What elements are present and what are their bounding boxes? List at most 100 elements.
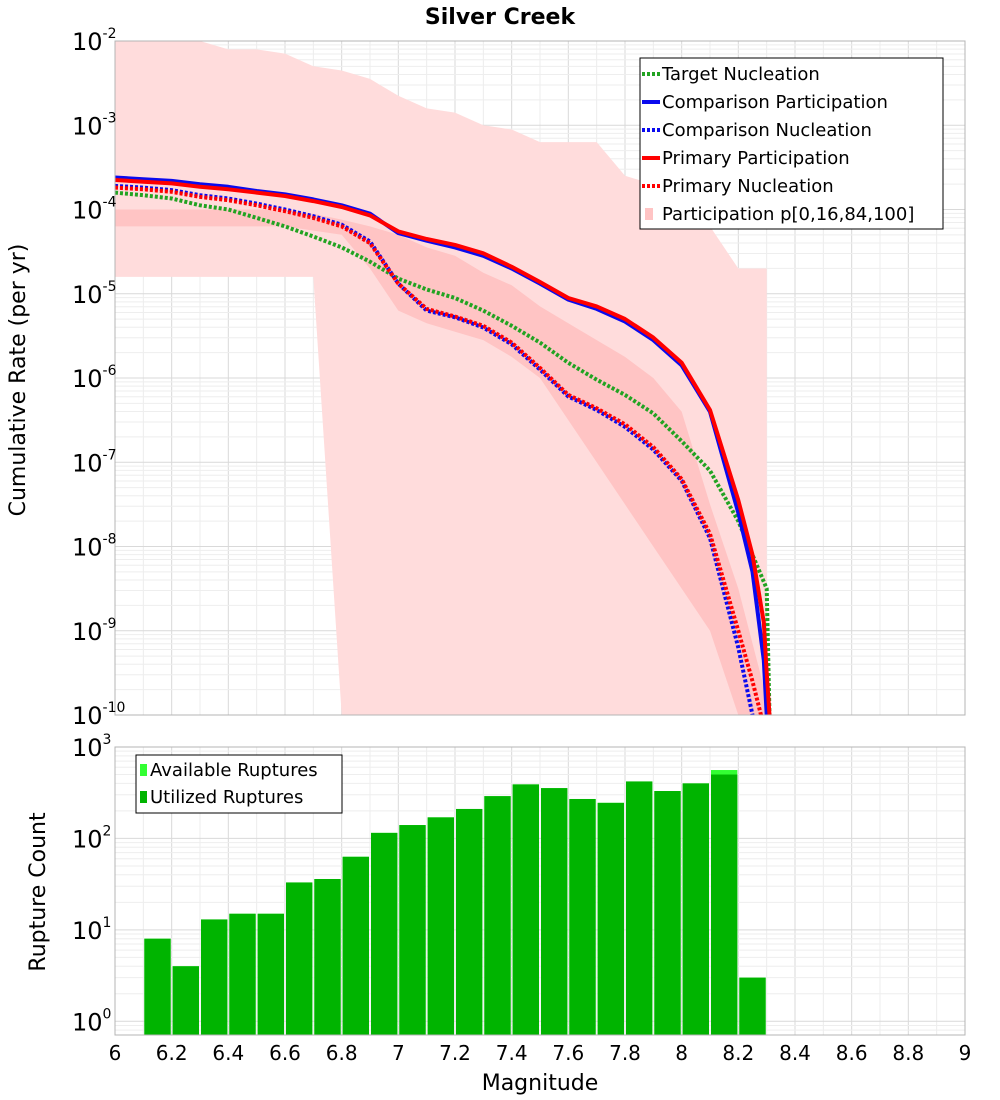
bar-utilized xyxy=(682,783,709,1035)
legend-swatch-bar xyxy=(140,791,147,803)
bar-utilized xyxy=(342,856,369,1035)
legend-swatch-band xyxy=(645,208,653,220)
legend-entry-label: Primary Participation xyxy=(662,148,850,169)
x-tick-label: 6.4 xyxy=(212,1041,244,1065)
bar-utilized xyxy=(569,798,596,1035)
cumulative-rate-plot: 10-210-310-410-510-610-710-810-910-10Tar… xyxy=(72,26,966,730)
bar-utilized xyxy=(626,781,653,1035)
participation-band-inner xyxy=(115,209,767,715)
bar-utilized xyxy=(172,966,199,1035)
y-tick-base: 10 xyxy=(72,449,103,477)
bar-utilized xyxy=(541,788,568,1035)
x-tick-label: 8.2 xyxy=(722,1041,754,1065)
bar-utilized xyxy=(229,913,256,1035)
y-tick-base: 10 xyxy=(72,197,103,225)
chart-title: Silver Creek xyxy=(425,5,577,30)
top-y-ticks: 10-210-310-410-510-610-710-810-910-10 xyxy=(72,26,125,730)
top-y-tick-label: 10-5 xyxy=(72,279,117,309)
x-tick-label: 7.8 xyxy=(609,1041,641,1065)
x-tick-label: 7.4 xyxy=(496,1041,528,1065)
legend-swatch-bar xyxy=(140,764,147,776)
y-tick-exponent: 2 xyxy=(103,823,112,839)
y-tick-exponent: -10 xyxy=(103,700,126,716)
bar-utilized xyxy=(257,913,284,1035)
bar-utilized xyxy=(144,938,171,1035)
top-legend-box xyxy=(639,57,944,230)
bar-utilized xyxy=(711,774,738,1035)
y-tick-base: 10 xyxy=(72,281,103,309)
bottom-plot-frame xyxy=(114,746,966,1036)
bar-utilized xyxy=(512,784,539,1035)
x-tick-label: 7 xyxy=(392,1041,405,1065)
top-y-tick-label: 10-2 xyxy=(72,26,117,56)
bar-utilized xyxy=(427,817,454,1035)
bar-utilized xyxy=(739,977,766,1035)
y-tick-exponent: -8 xyxy=(103,532,117,548)
x-tick-label: 6.6 xyxy=(269,1041,301,1065)
top-y-tick-label: 10-7 xyxy=(72,447,117,477)
x-tick-label: 8.8 xyxy=(892,1041,924,1065)
y-tick-base: 10 xyxy=(72,534,103,562)
x-tick-label: 7.2 xyxy=(439,1041,471,1065)
y-tick-exponent: -5 xyxy=(103,279,117,295)
top-y-tick-label: 10-9 xyxy=(72,616,117,646)
x-tick-label: 6 xyxy=(109,1041,122,1065)
bottom-ylabel: Rupture Count xyxy=(26,812,51,972)
bar-utilized xyxy=(654,791,681,1035)
legend-entry-label: Target Nucleation xyxy=(661,64,820,85)
top-y-tick-label: 10-10 xyxy=(72,700,125,730)
legend-entry-label: Available Ruptures xyxy=(150,760,318,781)
top-y-tick-label: 10-4 xyxy=(72,195,117,225)
y-tick-exponent: 0 xyxy=(103,1006,112,1022)
y-tick-base: 10 xyxy=(72,365,103,393)
legend-entry-label: Utilized Ruptures xyxy=(150,787,303,808)
y-tick-exponent: -3 xyxy=(103,110,117,126)
top-plot-area xyxy=(115,41,772,715)
top-plot-frame xyxy=(114,40,966,716)
legend-entry-label: Comparison Participation xyxy=(662,92,888,113)
x-tick-label: 8.6 xyxy=(836,1041,868,1065)
bar-utilized xyxy=(597,802,624,1035)
top-legend: Target Nucleation Comparison Participatio… xyxy=(639,57,944,230)
bottom-y-tick-label: 102 xyxy=(72,823,111,853)
y-tick-exponent: -7 xyxy=(103,447,117,463)
y-tick-exponent: 1 xyxy=(103,915,112,931)
bar-utilized xyxy=(399,825,426,1035)
x-ticks: 6 6.2 6.4 6.6 6.8 7 7.2 7.4 7.6 7.8 8 8.2 8.4 8.6 8.8 9 xyxy=(109,1041,972,1065)
y-tick-exponent: -6 xyxy=(103,363,117,379)
legend-entry-label: Primary Nucleation xyxy=(662,176,834,197)
bar-utilized xyxy=(201,919,228,1035)
top-y-tick-label: 10-8 xyxy=(72,532,117,562)
bottom-plot-area xyxy=(144,770,766,1035)
legend-entry-label: Comparison Nucleation xyxy=(662,120,872,141)
x-tick-label: 6.8 xyxy=(326,1041,358,1065)
bottom-y-tick-label: 100 xyxy=(72,1006,111,1036)
y-tick-exponent: 3 xyxy=(103,732,112,748)
x-tick-label: 6.2 xyxy=(156,1041,188,1065)
bar-utilized xyxy=(286,882,313,1035)
x-tick-label: 7.6 xyxy=(552,1041,584,1065)
y-tick-exponent: -2 xyxy=(103,26,117,42)
top-y-tick-label: 10-3 xyxy=(72,110,117,140)
y-tick-base: 10 xyxy=(72,28,103,56)
bottom-grid xyxy=(114,747,966,1035)
xlabel: Magnitude xyxy=(482,1071,599,1096)
x-tick-label: 9 xyxy=(959,1041,972,1065)
y-tick-exponent: -9 xyxy=(103,616,117,632)
x-tick-label: 8 xyxy=(675,1041,688,1065)
bar-utilized xyxy=(371,832,398,1035)
bottom-y-tick-label: 101 xyxy=(72,915,111,945)
bar-utilized xyxy=(484,796,511,1035)
bar-utilized xyxy=(314,878,341,1035)
x-tick-label: 8.4 xyxy=(779,1041,811,1065)
top-y-tick-label: 10-6 xyxy=(72,363,117,393)
bottom-legend: Available Ruptures Utilized Ruptures xyxy=(135,754,343,814)
y-tick-base: 10 xyxy=(72,734,103,762)
y-tick-base: 10 xyxy=(72,618,103,646)
y-tick-base: 10 xyxy=(72,112,103,140)
y-tick-base: 10 xyxy=(72,1008,103,1036)
y-tick-base: 10 xyxy=(72,702,103,730)
